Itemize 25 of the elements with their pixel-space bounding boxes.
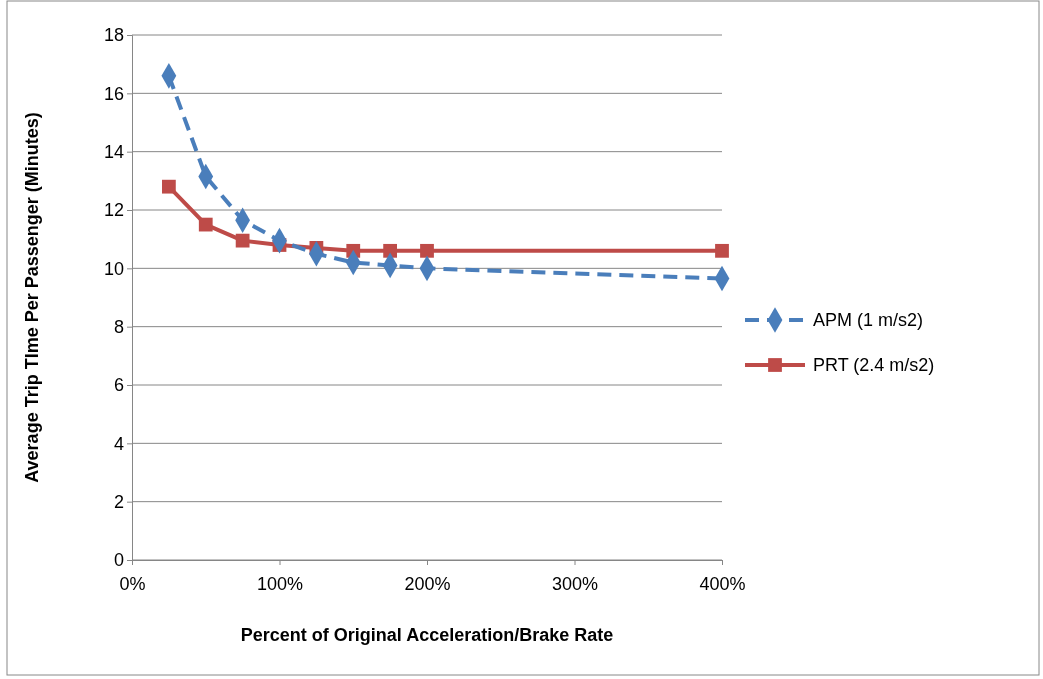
x-axis-title: Percent of Original Acceleration/Brake Rate	[240, 625, 614, 645]
y-tick-label: 4	[113, 433, 124, 454]
point	[161, 179, 176, 194]
point	[383, 243, 398, 258]
point	[715, 243, 729, 258]
point	[420, 243, 434, 258]
x-tick-label: 400%	[699, 573, 746, 594]
y-axis-title: Average Trip TIme Per Passenger (Minutes)	[22, 112, 42, 483]
x-tick-label: 300%	[551, 573, 599, 594]
point	[235, 233, 250, 248]
legend-label: APM (1 m/s2)	[813, 310, 924, 330]
y-tick-label: 14	[103, 141, 124, 162]
point	[198, 217, 213, 232]
y-tick-label: 18	[103, 25, 124, 46]
y-tick-label: 12	[103, 200, 124, 221]
y-tick-label: 2	[113, 491, 124, 512]
legend-label: PRT (2.4 m/s2)	[813, 355, 935, 375]
y-tick-label: 8	[113, 316, 124, 337]
x-tick-label: 100%	[256, 573, 304, 594]
y-tick-label: 16	[103, 83, 124, 104]
y-tick-label: 10	[103, 258, 124, 279]
y-tick-label: 0	[113, 550, 124, 571]
y-tick-label: 6	[113, 375, 124, 396]
x-tick-label: 0%	[119, 573, 146, 594]
x-tick-label: 200%	[404, 573, 451, 594]
